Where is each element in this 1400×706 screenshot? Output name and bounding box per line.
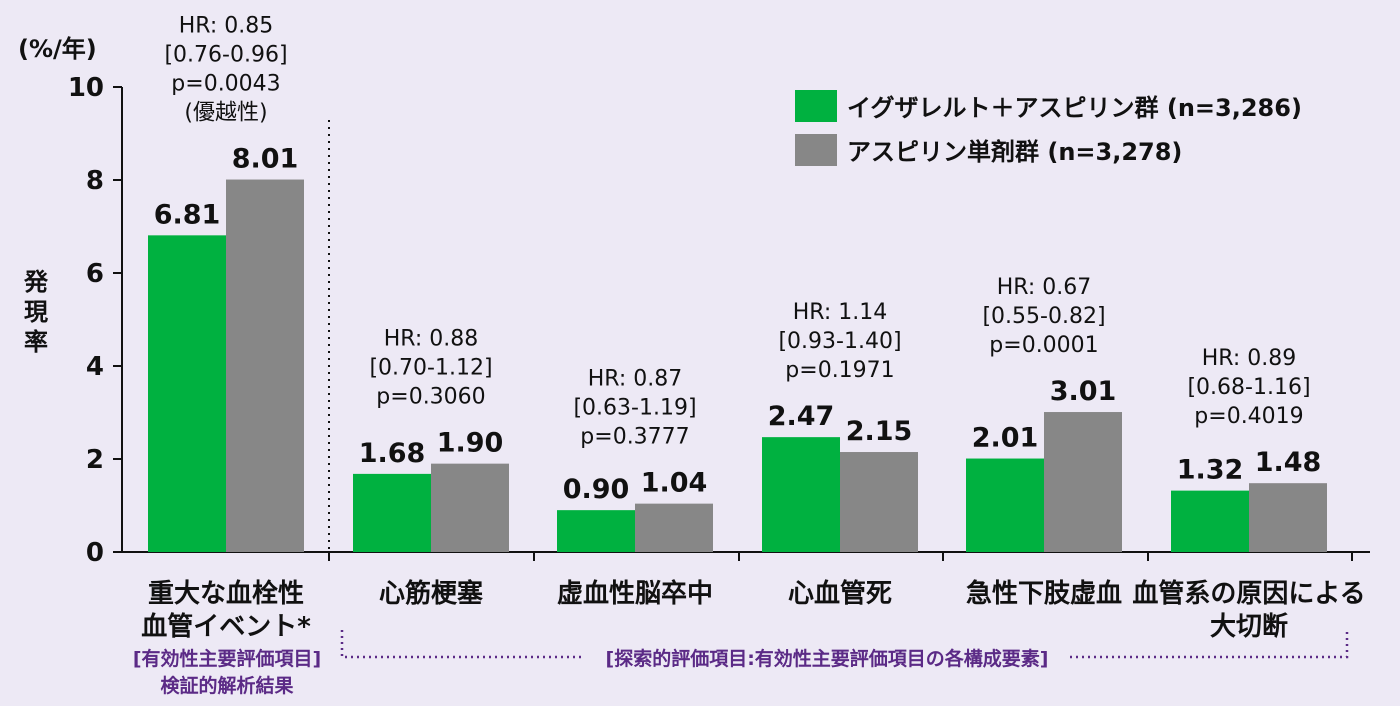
bar[interactable] — [1249, 483, 1327, 552]
bar[interactable] — [635, 503, 713, 552]
hr-annotation: [0.63-1.19] — [573, 396, 696, 421]
hr-annotation: [0.93-1.40] — [778, 329, 901, 354]
category-label: 血管イベント* — [141, 612, 311, 642]
bar[interactable] — [353, 473, 431, 552]
legend-label: アスピリン単剤群 (n=3,278) — [847, 138, 1182, 166]
hr-annotation: p=0.0001 — [989, 333, 1098, 358]
hr-annotation: HR: 1.14 — [793, 300, 888, 325]
hr-annotation: [0.76-0.96] — [164, 43, 287, 68]
bar[interactable] — [226, 179, 304, 552]
y-tick-label: 8 — [86, 166, 104, 196]
data-label: 8.01 — [232, 144, 299, 175]
y-tick-label: 0 — [86, 538, 104, 568]
data-label: 1.68 — [359, 438, 426, 469]
category-label: 血管系の原因による — [1132, 579, 1365, 609]
y-unit-label: (%/年) — [18, 35, 97, 63]
legend-swatch — [795, 90, 837, 122]
hr-annotation: [0.70-1.12] — [369, 356, 492, 381]
data-label: 0.90 — [563, 474, 630, 505]
data-label: 1.04 — [641, 468, 708, 499]
bar[interactable] — [1044, 412, 1122, 552]
hr-annotation: HR: 0.67 — [997, 275, 1092, 300]
hr-annotation: p=0.3777 — [580, 425, 689, 450]
bar[interactable] — [840, 452, 918, 552]
hr-annotation: HR: 0.88 — [384, 327, 479, 352]
y-axis-title: 発 — [23, 268, 49, 296]
data-label: 1.32 — [1177, 455, 1244, 486]
y-tick-label: 2 — [86, 445, 104, 475]
hr-annotation: HR: 0.89 — [1202, 346, 1297, 371]
bar[interactable] — [762, 437, 840, 552]
bar[interactable] — [148, 235, 226, 552]
data-label: 2.01 — [972, 423, 1039, 454]
legend-label: イグザレルト＋アスピリン群 (n=3,286) — [847, 94, 1302, 122]
category-label: 虚血性脳卒中 — [557, 578, 713, 609]
y-tick-label: 4 — [86, 352, 104, 382]
category-label: 大切断 — [1210, 611, 1288, 642]
hr-annotation: [0.55-0.82] — [982, 304, 1105, 329]
primary-endpoint-note: [有効性主要評価項目] — [133, 647, 321, 670]
exploratory-bracket — [1070, 630, 1349, 659]
data-label: 2.15 — [846, 416, 913, 447]
hr-annotation: p=0.0043 — [171, 72, 280, 97]
data-label: 6.81 — [154, 199, 221, 230]
y-axis-title: 現 — [24, 298, 48, 326]
hr-annotation: HR: 0.87 — [588, 367, 683, 392]
hr-annotation: (優越性) — [184, 101, 267, 126]
y-axis-title: 率 — [24, 328, 48, 356]
hr-annotation: p=0.1971 — [785, 358, 894, 383]
legend-swatch — [795, 134, 837, 166]
bar[interactable] — [557, 510, 635, 552]
bar[interactable] — [966, 458, 1044, 552]
data-label: 3.01 — [1050, 376, 1117, 407]
data-label: 1.48 — [1255, 447, 1322, 478]
exploratory-bracket — [340, 630, 585, 659]
data-label: 2.47 — [768, 401, 835, 432]
y-tick-label: 6 — [86, 259, 104, 289]
category-label: 心血管死 — [788, 579, 892, 609]
hr-annotation: HR: 0.85 — [179, 14, 274, 39]
y-tick-label: 10 — [68, 73, 104, 103]
bar[interactable] — [431, 463, 509, 552]
exploratory-endpoint-note: [探索的評価項目:有効性主要評価項目の各構成要素] — [606, 647, 1049, 670]
data-label: 1.90 — [437, 428, 504, 459]
category-label: 急性下肢虚血 — [966, 579, 1122, 609]
hr-annotation: p=0.3060 — [376, 385, 485, 410]
hr-annotation: p=0.4019 — [1194, 404, 1303, 429]
hr-annotation: [0.68-1.16] — [1187, 375, 1310, 400]
primary-endpoint-note: 検証的解析結果 — [160, 674, 293, 697]
category-label: 重大な血栓性 — [148, 579, 304, 609]
category-label: 心筋梗塞 — [379, 578, 483, 609]
bar[interactable] — [1171, 490, 1249, 552]
